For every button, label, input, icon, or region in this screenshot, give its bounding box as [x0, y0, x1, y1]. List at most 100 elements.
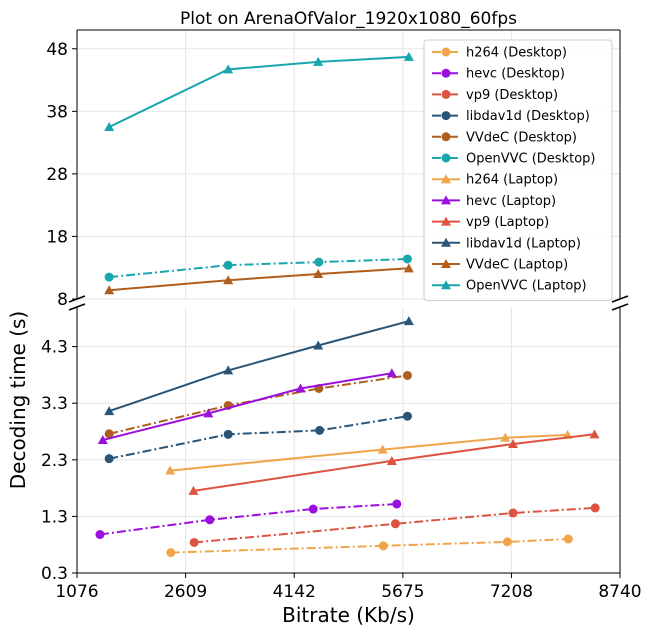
- axes: [68, 29, 629, 578]
- series-5: [104, 254, 412, 282]
- data-point: [166, 548, 176, 558]
- data-point: [104, 272, 114, 282]
- legend-entry: hevc (Laptop): [432, 194, 556, 209]
- series-line: [109, 267, 409, 292]
- data-point: [104, 121, 115, 131]
- data-point: [392, 499, 402, 509]
- data-point: [104, 429, 114, 439]
- data-point: [165, 465, 176, 475]
- data-point: [223, 260, 233, 270]
- y-tick-label: 0.3: [41, 564, 68, 584]
- legend-label: libdav1d (Desktop): [466, 109, 590, 124]
- data-point: [97, 435, 108, 444]
- legend-box: [423, 39, 613, 301]
- data-point: [314, 257, 324, 267]
- legend-marker: [441, 153, 451, 163]
- data-point: [295, 383, 306, 393]
- data-point: [205, 515, 215, 525]
- data-point: [189, 537, 199, 547]
- data-point: [386, 455, 397, 465]
- legend-entry: hevc (Desktop): [432, 67, 565, 82]
- legend-label: hevc (Desktop): [466, 67, 565, 82]
- series-11: [104, 51, 414, 131]
- legend-entry: h264 (Desktop): [432, 46, 567, 61]
- x-tick-label: 5675: [381, 582, 424, 602]
- data-point: [403, 316, 414, 326]
- data-point: [563, 534, 573, 544]
- legend: h264 (Desktop) hevc (Desktop) vp9 (Desktop…: [423, 39, 613, 301]
- y-tick-label: 4.3: [41, 338, 68, 358]
- data-point: [223, 275, 234, 285]
- series-9: [104, 316, 414, 416]
- data-point: [502, 537, 512, 547]
- axis-break-mark: [68, 303, 86, 311]
- series-line: [109, 258, 408, 279]
- axis-break-mark: [611, 295, 629, 303]
- series-line: [108, 374, 408, 435]
- data-point: [508, 438, 519, 448]
- legend-entry: vp9 (Laptop): [432, 215, 549, 230]
- legend-label: libdav1d (Laptop): [466, 236, 581, 251]
- legend-marker: [441, 280, 451, 290]
- data-point: [223, 365, 234, 375]
- data-point: [390, 519, 400, 529]
- legend-marker: [441, 195, 451, 205]
- data-point: [223, 429, 233, 439]
- series-line: [193, 433, 595, 492]
- legend-entry: h264 (Laptop): [432, 173, 558, 188]
- data-point: [104, 285, 115, 295]
- data-point: [378, 541, 388, 551]
- data-point: [403, 51, 414, 61]
- data-point: [377, 444, 388, 454]
- legend-marker: [441, 47, 451, 57]
- series-line: [194, 506, 596, 544]
- y-tick-label: 18: [46, 227, 68, 247]
- data-point: [104, 406, 115, 416]
- legend-label: VVdeC (Laptop): [466, 258, 568, 273]
- legend-marker: [441, 174, 451, 184]
- x-tick-label: 1076: [55, 582, 98, 602]
- series-8: [188, 429, 600, 495]
- series-line: [108, 320, 410, 413]
- data-point: [315, 425, 325, 435]
- series-7: [97, 368, 397, 444]
- series-line: [108, 415, 408, 460]
- legend-marker: [441, 216, 451, 226]
- y-tick-label: 3.3: [41, 394, 68, 414]
- data-point: [313, 56, 324, 66]
- data-point: [402, 370, 412, 380]
- series-layer: [95, 51, 600, 558]
- series-1: [95, 499, 402, 540]
- series-3: [104, 411, 412, 464]
- y-tick-label: 8: [57, 290, 68, 310]
- y-axis-label: Decoding time (s): [6, 311, 30, 490]
- data-point: [104, 454, 114, 464]
- legend-entry: VVdeC (Desktop): [432, 130, 577, 145]
- y-tick-label: 2.3: [41, 451, 68, 471]
- data-point: [313, 268, 324, 278]
- legend-entry: OpenVVC (Laptop): [432, 279, 587, 294]
- legend-entry: libdav1d (Desktop): [432, 109, 590, 124]
- data-point: [500, 432, 511, 442]
- legend-entry: VVdeC (Laptop): [432, 258, 568, 273]
- legend-marker: [441, 111, 451, 121]
- data-point: [590, 503, 600, 513]
- legend-marker: [441, 89, 451, 99]
- data-point: [188, 485, 199, 495]
- data-point: [203, 408, 214, 418]
- data-point: [308, 504, 318, 514]
- x-tick-label: 8740: [598, 582, 641, 602]
- series-line: [99, 503, 397, 536]
- legend-label: OpenVVC (Desktop): [466, 152, 595, 167]
- x-tick-label: 7208: [490, 582, 533, 602]
- legend-label: h264 (Desktop): [466, 46, 567, 61]
- legend-label: vp9 (Desktop): [466, 88, 558, 103]
- series-0: [166, 534, 573, 558]
- y-tick-label: 38: [46, 102, 68, 122]
- y-tick-label: 1.3: [41, 507, 68, 527]
- legend-entry: libdav1d (Laptop): [432, 236, 581, 251]
- legend-label: h264 (Laptop): [466, 173, 558, 188]
- legend-marker: [441, 259, 451, 268]
- legend-entry: OpenVVC (Desktop): [432, 152, 595, 167]
